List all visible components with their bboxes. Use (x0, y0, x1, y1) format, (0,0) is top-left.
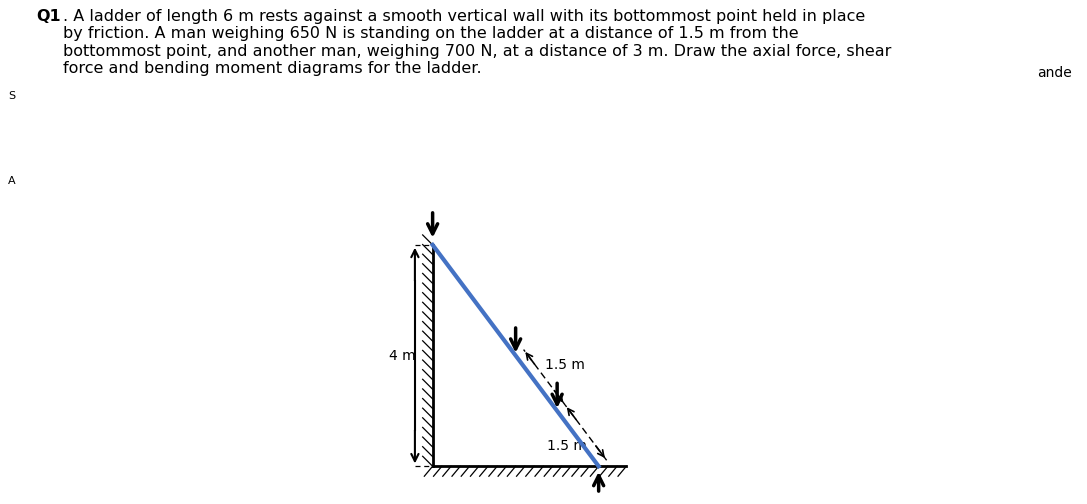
Text: ande: ande (1037, 66, 1072, 80)
Text: 4 m: 4 m (389, 349, 416, 362)
Text: A: A (8, 176, 16, 186)
Text: 1.5 m: 1.5 m (547, 439, 586, 453)
Text: 1.5 m: 1.5 m (546, 358, 585, 372)
Text: Q1: Q1 (36, 9, 61, 24)
Text: S: S (9, 91, 15, 101)
Text: . A ladder of length 6 m rests against a smooth vertical wall with its bottommos: . A ladder of length 6 m rests against a… (63, 9, 891, 76)
